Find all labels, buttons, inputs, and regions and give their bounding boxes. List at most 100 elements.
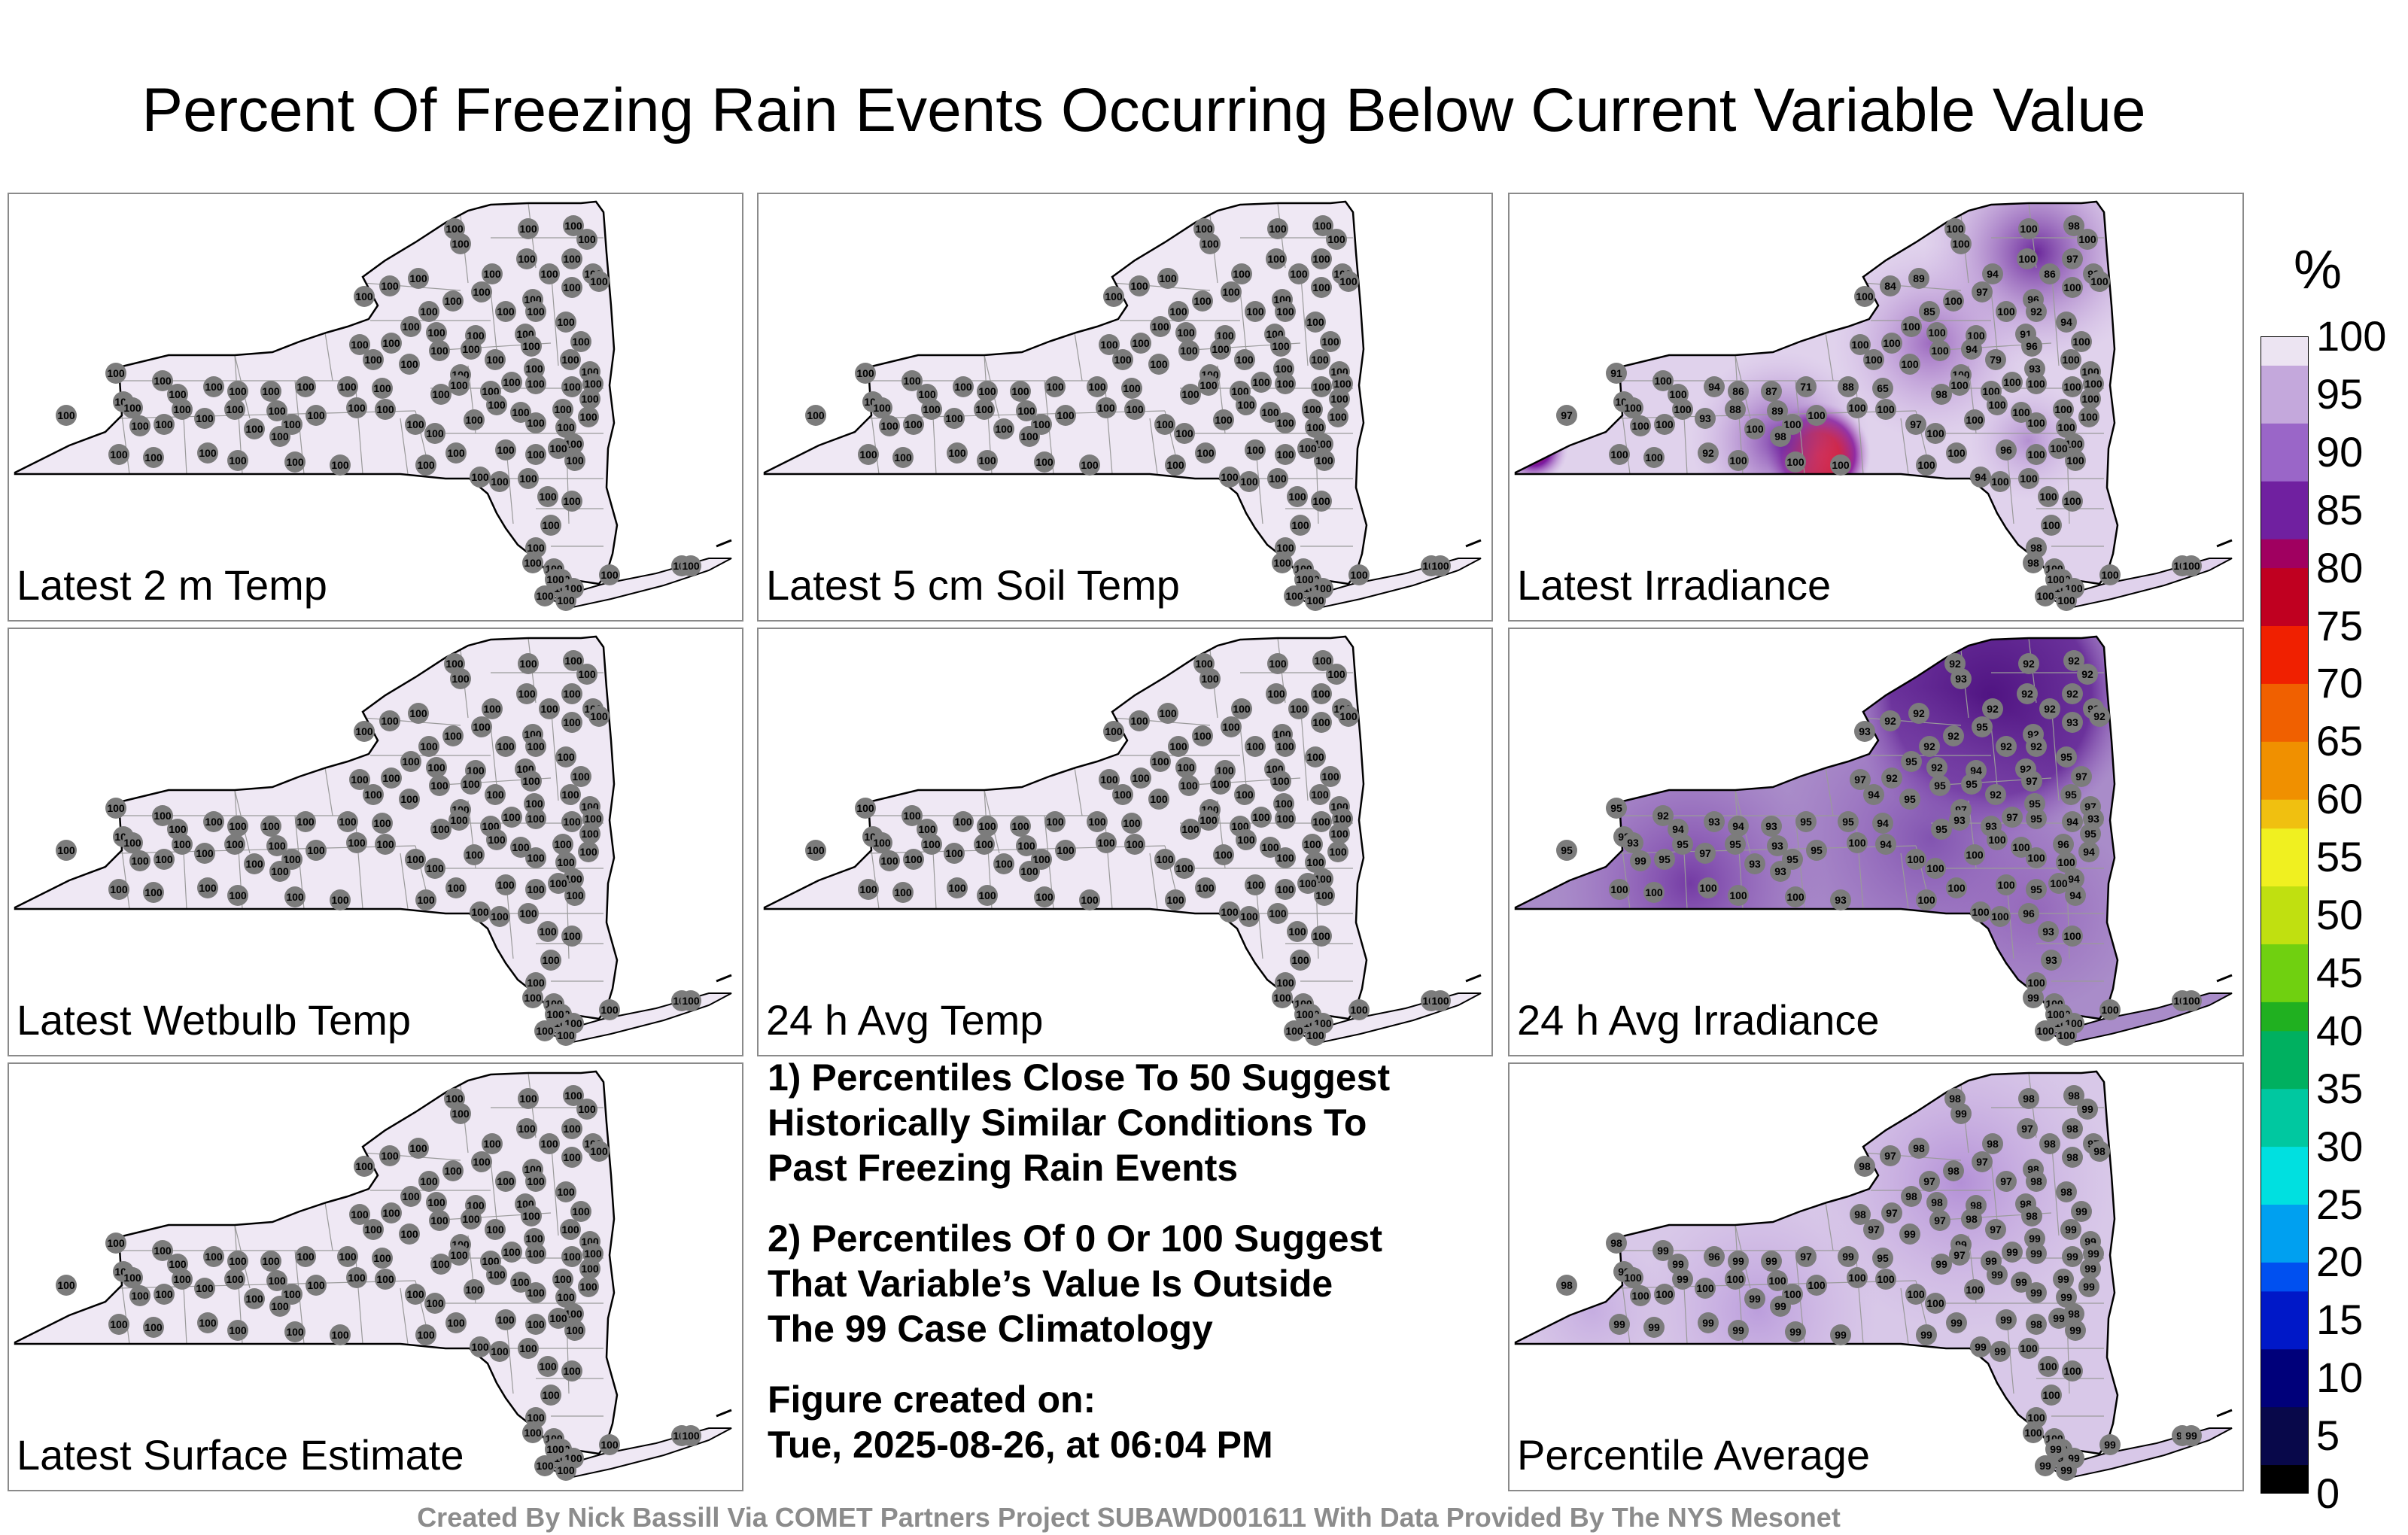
island-mark: [2216, 539, 2233, 548]
station-marker: 91: [1606, 363, 1627, 384]
station-marker: 100: [545, 1439, 566, 1460]
station-dot: [552, 1269, 573, 1290]
station-dot: [143, 882, 164, 903]
station-dot: [105, 363, 126, 384]
station-value: 100: [527, 883, 545, 895]
station-value: 100: [1246, 740, 1264, 752]
station-dot: [555, 590, 576, 611]
station-marker: 100: [227, 1320, 248, 1341]
station-marker: 100: [108, 1314, 129, 1335]
station-marker: 100: [1305, 417, 1326, 438]
station-marker: 92: [2062, 683, 2083, 704]
station-dot: [977, 885, 998, 906]
station-value: 100: [486, 1223, 504, 1236]
station-dot: [2065, 885, 2086, 906]
station-dot: [445, 1312, 467, 1333]
station-marker: 100: [1267, 218, 1288, 239]
station-marker: 100: [1996, 301, 2017, 322]
station-value: 98: [1854, 1208, 1866, 1220]
station-marker: 100: [203, 1246, 224, 1267]
station-dot: [399, 1223, 420, 1245]
colorbar-segment: [2261, 1406, 2309, 1436]
station-dot: [564, 450, 585, 471]
station-dot: [525, 412, 546, 433]
station-value: 100: [381, 280, 399, 292]
station-dot: [260, 381, 281, 402]
station-dot: [2056, 1460, 2077, 1481]
station-dot: [1905, 849, 1926, 870]
station-dot: [105, 798, 126, 819]
station-dot: [570, 331, 591, 352]
station-value: 100: [351, 1208, 369, 1220]
station-dot: [2181, 1425, 2202, 1446]
station-value: 100: [402, 1190, 420, 1202]
station-marker: 100: [471, 1151, 492, 1172]
station-value: 100: [1276, 977, 1294, 989]
station-marker: 100: [1847, 832, 1868, 853]
station-marker: 100: [495, 439, 516, 460]
station-marker: 100: [1267, 903, 1288, 924]
station-marker: 100: [1174, 423, 1195, 444]
station-marker: 100: [203, 811, 224, 832]
station-dot: [1055, 840, 1076, 861]
station-value: 100: [903, 810, 921, 822]
station-value: 100: [2027, 417, 2045, 429]
station-marker: 100: [564, 885, 585, 906]
station-value: 100: [406, 853, 424, 865]
station-value: 100: [1299, 442, 1317, 454]
station-value: 100: [945, 847, 963, 859]
station-dot: [1267, 468, 1288, 489]
station-value: 100: [1035, 891, 1054, 903]
station-dot: [2062, 248, 2083, 269]
station-marker: 99: [2062, 1246, 2083, 1267]
station-value: 97: [1561, 409, 1573, 421]
station-dot: [879, 850, 900, 871]
station-dot: [555, 1025, 576, 1046]
station-value: 99: [2087, 1248, 2099, 1260]
station-value: 100: [1746, 423, 1764, 435]
station-marker: 100: [2060, 349, 2081, 370]
station-dot: [1996, 1309, 2017, 1330]
station-value: 100: [1966, 849, 1984, 861]
station-dot: [2077, 1099, 2098, 1120]
station-value: 100: [1306, 751, 1324, 763]
station-dot: [858, 879, 879, 900]
station-dot: [521, 1205, 542, 1226]
station-value: 100: [539, 491, 557, 503]
station-value: 100: [144, 451, 163, 464]
station-marker: 100: [1213, 844, 1234, 865]
station-value: 100: [1333, 378, 1351, 390]
station-dot: [2062, 811, 2083, 832]
station-value: 100: [432, 823, 450, 835]
station-value: 94: [2066, 816, 2078, 828]
station-dot: [510, 1272, 531, 1293]
station-value: 100: [905, 418, 923, 430]
station-dot: [1275, 412, 1296, 433]
station-value: 100: [519, 473, 537, 485]
station-dot: [172, 1269, 193, 1290]
county-line: [2051, 267, 2060, 366]
station-value: 100: [1212, 343, 1230, 355]
station-value: 92: [2000, 740, 2012, 752]
station-value: 100: [447, 882, 465, 894]
station-value: 100: [1966, 414, 1984, 426]
county-line: [354, 815, 363, 910]
station-value: 100: [557, 594, 575, 606]
station-value: 92: [1931, 761, 1943, 774]
station-dot: [1124, 834, 1145, 855]
station-value: 100: [682, 1430, 700, 1442]
station-marker: 99: [2056, 1287, 2077, 1308]
station-dot: [470, 901, 491, 923]
county-line: [1825, 332, 1834, 381]
station-marker: 100: [485, 349, 506, 370]
station-dot: [1270, 336, 1291, 357]
station-value: 94: [2068, 873, 2080, 885]
station-value: 100: [1216, 764, 1234, 777]
station-marker: 88: [1725, 399, 1746, 420]
station-marker: 100: [1622, 397, 1643, 418]
station-dot: [2026, 847, 2047, 868]
station-value: 100: [1312, 281, 1330, 293]
station-marker: 100: [1338, 271, 1359, 292]
station-value: 93: [1749, 858, 1761, 870]
station-value: 100: [196, 412, 214, 424]
